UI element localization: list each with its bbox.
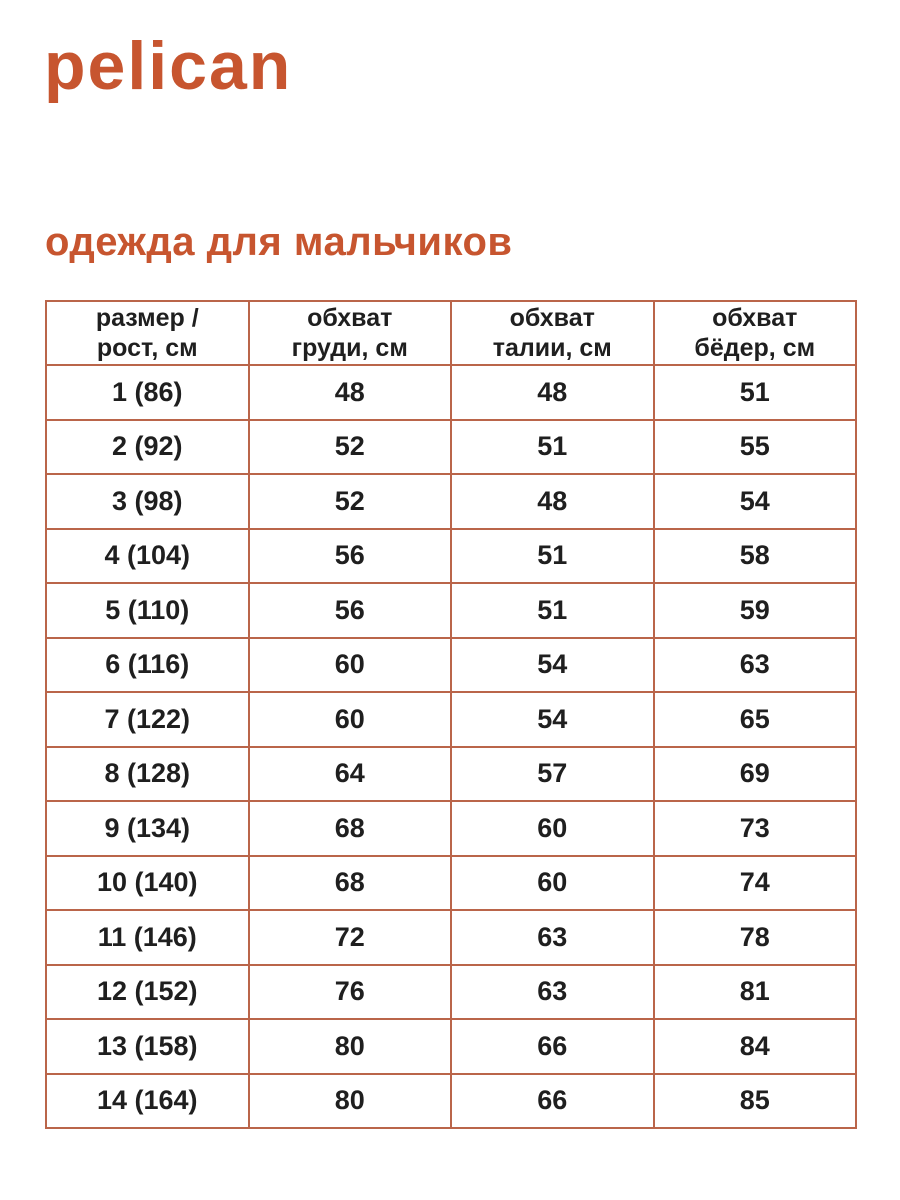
header-chest: обхват груди, см	[247, 300, 452, 366]
chest-cell: 72	[247, 909, 452, 966]
chest-cell: 80	[247, 1018, 452, 1075]
waist-cell: 51	[450, 418, 655, 475]
table-row: 8 (128) 64 57 69	[45, 745, 857, 802]
hips-cell: 59	[652, 582, 857, 639]
table-row: 13 (158) 80 66 84	[45, 1018, 857, 1075]
hips-cell: 81	[652, 963, 857, 1020]
size-cell: 7 (122)	[45, 691, 250, 748]
header-hips: обхват бёдер, см	[652, 300, 857, 366]
chest-cell: 80	[247, 1072, 452, 1129]
size-cell: 6 (116)	[45, 636, 250, 693]
size-table-head: размер / рост, см обхват груди, см обхва…	[45, 300, 857, 366]
waist-cell: 48	[450, 364, 655, 421]
chest-cell: 60	[247, 636, 452, 693]
chest-cell: 52	[247, 473, 452, 530]
hips-cell: 69	[652, 745, 857, 802]
size-cell: 1 (86)	[45, 364, 250, 421]
waist-cell: 57	[450, 745, 655, 802]
hips-cell: 58	[652, 527, 857, 584]
waist-cell: 63	[450, 963, 655, 1020]
size-cell: 14 (164)	[45, 1072, 250, 1129]
waist-cell: 48	[450, 473, 655, 530]
table-row: 9 (134) 68 60 73	[45, 800, 857, 857]
page-title: одежда для мальчиков	[45, 220, 513, 264]
hips-cell: 84	[652, 1018, 857, 1075]
waist-cell: 54	[450, 691, 655, 748]
hips-cell: 85	[652, 1072, 857, 1129]
hips-cell: 55	[652, 418, 857, 475]
hips-cell: 74	[652, 854, 857, 911]
size-cell: 8 (128)	[45, 745, 250, 802]
table-row: 14 (164) 80 66 85	[45, 1072, 857, 1129]
waist-cell: 54	[450, 636, 655, 693]
table-row: 3 (98) 52 48 54	[45, 473, 857, 530]
hips-cell: 78	[652, 909, 857, 966]
chest-cell: 76	[247, 963, 452, 1020]
waist-cell: 63	[450, 909, 655, 966]
waist-cell: 66	[450, 1072, 655, 1129]
size-cell: 10 (140)	[45, 854, 250, 911]
size-cell: 5 (110)	[45, 582, 250, 639]
hips-cell: 51	[652, 364, 857, 421]
chest-cell: 68	[247, 800, 452, 857]
waist-cell: 60	[450, 854, 655, 911]
table-row: 12 (152) 76 63 81	[45, 963, 857, 1020]
size-cell: 9 (134)	[45, 800, 250, 857]
table-row: 1 (86) 48 48 51	[45, 364, 857, 421]
header-row: размер / рост, см обхват груди, см обхва…	[45, 300, 857, 366]
waist-cell: 51	[450, 527, 655, 584]
chest-cell: 56	[247, 582, 452, 639]
chest-cell: 64	[247, 745, 452, 802]
chest-cell: 52	[247, 418, 452, 475]
hips-cell: 54	[652, 473, 857, 530]
hips-cell: 63	[652, 636, 857, 693]
waist-cell: 60	[450, 800, 655, 857]
size-cell: 3 (98)	[45, 473, 250, 530]
chest-cell: 60	[247, 691, 452, 748]
header-size-height: размер / рост, см	[45, 300, 250, 366]
size-table-body: 1 (86) 48 48 51 2 (92) 52 51 55 3 (98) 5…	[45, 364, 857, 1129]
chest-cell: 48	[247, 364, 452, 421]
size-table: размер / рост, см обхват груди, см обхва…	[45, 300, 857, 1129]
table-row: 7 (122) 60 54 65	[45, 691, 857, 748]
size-cell: 2 (92)	[45, 418, 250, 475]
header-waist: обхват талии, см	[450, 300, 655, 366]
size-cell: 13 (158)	[45, 1018, 250, 1075]
hips-cell: 65	[652, 691, 857, 748]
table-row: 11 (146) 72 63 78	[45, 909, 857, 966]
chest-cell: 56	[247, 527, 452, 584]
chest-cell: 68	[247, 854, 452, 911]
pelican-logo: pelican	[44, 28, 293, 104]
waist-cell: 66	[450, 1018, 655, 1075]
table-row: 6 (116) 60 54 63	[45, 636, 857, 693]
waist-cell: 51	[450, 582, 655, 639]
hips-cell: 73	[652, 800, 857, 857]
table-row: 4 (104) 56 51 58	[45, 527, 857, 584]
size-cell: 11 (146)	[45, 909, 250, 966]
size-cell: 4 (104)	[45, 527, 250, 584]
table-row: 5 (110) 56 51 59	[45, 582, 857, 639]
table-row: 10 (140) 68 60 74	[45, 854, 857, 911]
size-cell: 12 (152)	[45, 963, 250, 1020]
table-row: 2 (92) 52 51 55	[45, 418, 857, 475]
